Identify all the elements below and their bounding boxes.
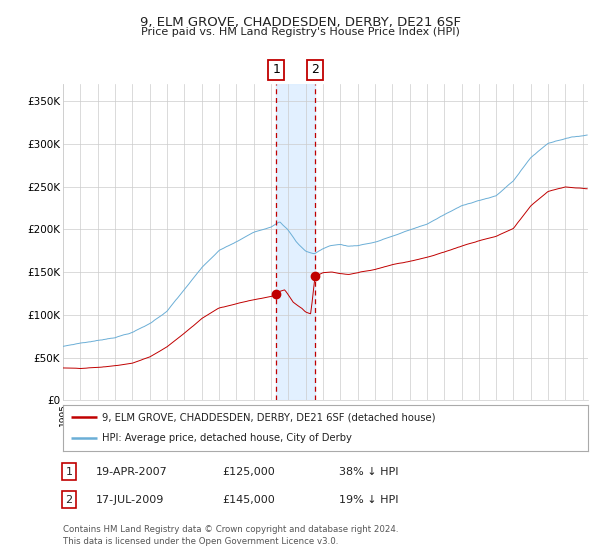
- Text: 1: 1: [272, 63, 280, 76]
- Text: Contains HM Land Registry data © Crown copyright and database right 2024.
This d: Contains HM Land Registry data © Crown c…: [63, 525, 398, 546]
- Text: 2: 2: [65, 494, 73, 505]
- Text: 19% ↓ HPI: 19% ↓ HPI: [339, 494, 398, 505]
- Text: 1: 1: [65, 466, 73, 477]
- Text: Price paid vs. HM Land Registry's House Price Index (HPI): Price paid vs. HM Land Registry's House …: [140, 27, 460, 37]
- Text: 17-JUL-2009: 17-JUL-2009: [96, 494, 164, 505]
- Text: 2: 2: [311, 63, 319, 76]
- Text: 9, ELM GROVE, CHADDESDEN, DERBY, DE21 6SF: 9, ELM GROVE, CHADDESDEN, DERBY, DE21 6S…: [139, 16, 461, 29]
- Text: HPI: Average price, detached house, City of Derby: HPI: Average price, detached house, City…: [103, 433, 352, 444]
- Text: 38% ↓ HPI: 38% ↓ HPI: [339, 466, 398, 477]
- Text: 9, ELM GROVE, CHADDESDEN, DERBY, DE21 6SF (detached house): 9, ELM GROVE, CHADDESDEN, DERBY, DE21 6S…: [103, 412, 436, 422]
- Bar: [276, 84, 315, 400]
- Text: £125,000: £125,000: [222, 466, 275, 477]
- Text: 19-APR-2007: 19-APR-2007: [96, 466, 168, 477]
- Text: £145,000: £145,000: [222, 494, 275, 505]
